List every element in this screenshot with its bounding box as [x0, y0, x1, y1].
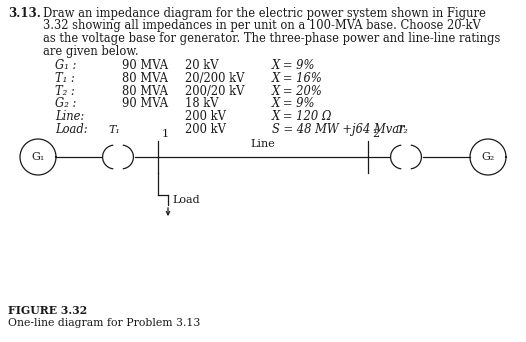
Text: Draw an impedance diagram for the electric power system shown in Figure: Draw an impedance diagram for the electr…	[43, 7, 486, 20]
Text: Load:: Load:	[55, 123, 88, 136]
Text: One-line diagram for Problem 3.13: One-line diagram for Problem 3.13	[8, 318, 200, 328]
Text: are given below.: are given below.	[43, 44, 139, 57]
Text: T₁ :: T₁ :	[55, 72, 75, 85]
Text: 200 kV: 200 kV	[185, 110, 226, 123]
Text: 3.32 showing all impedances in per unit on a 100-MVA base. Choose 20-kV: 3.32 showing all impedances in per unit …	[43, 19, 481, 32]
Text: X = 9%: X = 9%	[272, 97, 316, 110]
Text: as the voltage base for generator. The three-phase power and line-line ratings: as the voltage base for generator. The t…	[43, 32, 500, 45]
Text: X = 20%: X = 20%	[272, 84, 323, 97]
Text: T₂ :: T₂ :	[55, 84, 75, 97]
Text: G₂: G₂	[481, 152, 494, 162]
Text: FIGURE 3.32: FIGURE 3.32	[8, 305, 87, 316]
Text: 3.13.: 3.13.	[8, 7, 41, 20]
Text: G₂ :: G₂ :	[55, 97, 76, 110]
Text: 80 MVA: 80 MVA	[122, 84, 168, 97]
Text: 1: 1	[162, 129, 169, 139]
Text: S = 48 MW +j64 Mvar: S = 48 MW +j64 Mvar	[272, 123, 404, 136]
Text: 2: 2	[372, 129, 379, 139]
Text: G₁: G₁	[32, 152, 45, 162]
Text: 200 kV: 200 kV	[185, 123, 226, 136]
Text: X = 120 Ω: X = 120 Ω	[272, 110, 332, 123]
Text: T₁: T₁	[108, 125, 120, 135]
Text: 80 MVA: 80 MVA	[122, 72, 168, 85]
Text: 90 MVA: 90 MVA	[122, 97, 168, 110]
Text: Line: Line	[250, 139, 276, 149]
Text: 20/200 kV: 20/200 kV	[185, 72, 245, 85]
Text: X = 9%: X = 9%	[272, 59, 316, 72]
Text: Load: Load	[172, 195, 200, 205]
Text: G₁ :: G₁ :	[55, 59, 76, 72]
Text: 18 kV: 18 kV	[185, 97, 218, 110]
Text: X = 16%: X = 16%	[272, 72, 323, 85]
Text: Line:: Line:	[55, 110, 84, 123]
Text: 200/20 kV: 200/20 kV	[185, 84, 245, 97]
Text: T₂: T₂	[396, 125, 408, 135]
Text: 20 kV: 20 kV	[185, 59, 218, 72]
Text: 90 MVA: 90 MVA	[122, 59, 168, 72]
